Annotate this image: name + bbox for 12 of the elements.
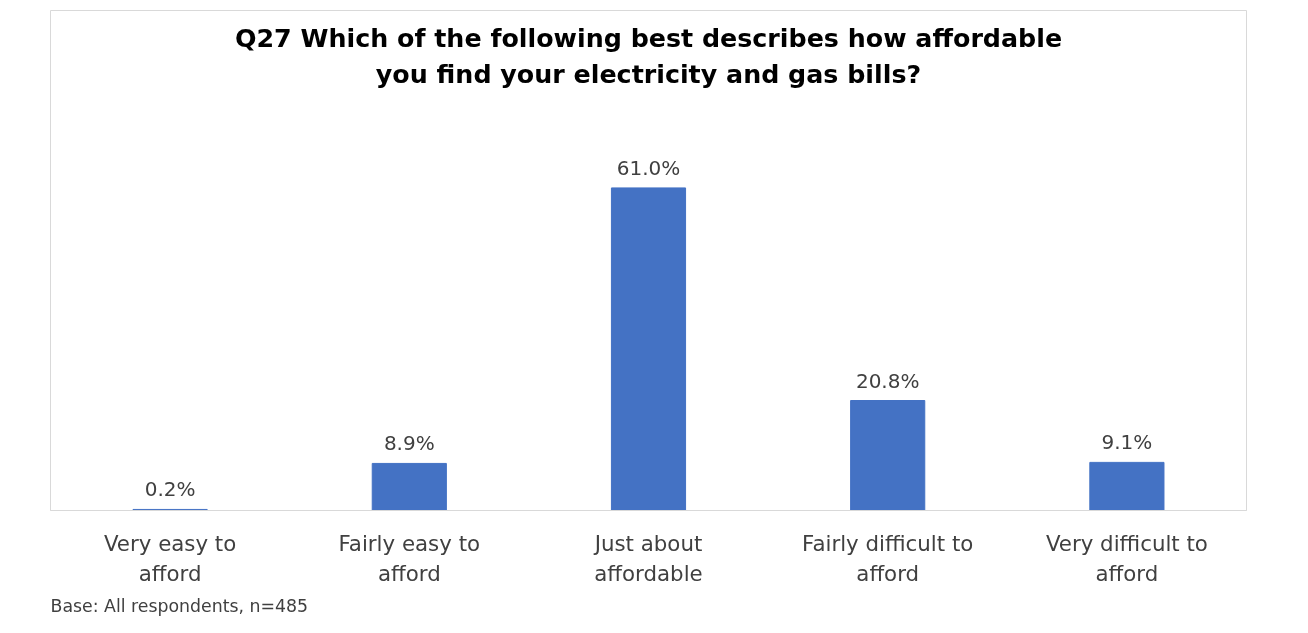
chart-title: Q27 Which of the following best describes how affordable you find your electricity and gas bills? [234, 22, 1063, 89]
text: Base: All respondents, n=485 [50, 595, 309, 616]
data-label: 8.9% [383, 431, 435, 456]
data-label: 0.2% [144, 477, 196, 502]
data-label: 9.1% [1101, 430, 1153, 455]
x-tick-label: Fairly difficult to afford [802, 530, 974, 586]
x-tick-label: Just about affordable [592, 530, 703, 586]
x-tick-label: Very easy to afford [103, 530, 237, 586]
data-label: 61.0% [616, 155, 681, 180]
x-tick-label: Very difficult to afford [1045, 530, 1208, 586]
x-tick-label: Fairly easy to afford [338, 530, 481, 586]
data-label: 20.8% [855, 368, 920, 393]
